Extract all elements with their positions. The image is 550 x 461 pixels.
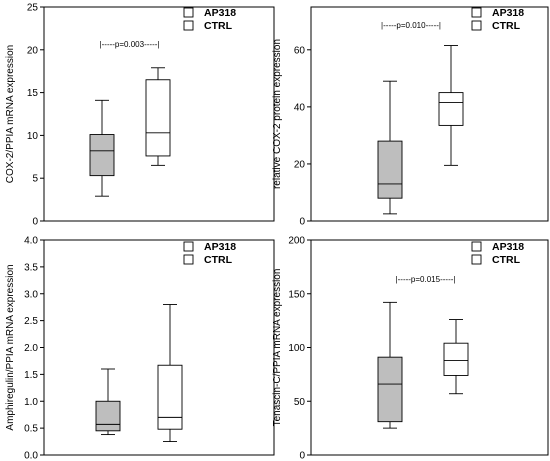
y-axis-label: COX-2/PPIA mRNA expression — [5, 45, 16, 183]
y-tick-label: 5 — [32, 174, 38, 185]
y-tick-label: 4.0 — [24, 236, 38, 247]
legend-swatch-ctrl — [183, 254, 194, 265]
y-tick-label: 1.0 — [24, 397, 38, 408]
y-tick-label: 0.0 — [24, 451, 38, 461]
iqr-box — [377, 140, 403, 199]
y-tick-label: 40 — [294, 102, 306, 113]
box-ctrl — [438, 45, 464, 166]
iqr-box — [377, 356, 403, 423]
y-tick-label: 0 — [299, 217, 305, 228]
chart-4: 0 50 100 150 200 Tenascin-C/PPIA mRNA express… — [272, 236, 549, 461]
legend-swatch-ctrl — [471, 20, 482, 31]
legend-label-ctrl: CTRL — [492, 20, 521, 32]
box-ctrl — [443, 319, 469, 395]
y-tick-label: 25 — [27, 3, 39, 14]
y-tick-label: 10 — [27, 131, 39, 142]
y-tick-label: 2.5 — [24, 316, 38, 327]
p-value-annotation: |-----p=0.015-----| — [396, 275, 456, 284]
chart-2: 0 20 40 60 relative COX-2 protein expression… — [272, 6, 549, 228]
y-tick-label: 0 — [32, 217, 38, 228]
plot-frame — [310, 239, 549, 456]
y-tick-label: 3.5 — [24, 262, 38, 273]
legend-label-ctrl: CTRL — [204, 20, 233, 32]
box-ap318 — [377, 80, 403, 215]
box-ctrl — [145, 67, 171, 166]
box-ap318 — [89, 99, 115, 197]
legend-swatch-ap318 — [183, 7, 194, 18]
y-tick-label: 2.0 — [24, 343, 38, 354]
y-tick-label: 50 — [294, 397, 306, 408]
legend-label-ap318: AP318 — [204, 241, 236, 253]
plot-frame — [43, 6, 275, 222]
y-axis-label: Tenascin-C/PPIA mRNA expression — [272, 269, 283, 427]
legend-swatch-ap318 — [183, 241, 194, 252]
box-ctrl — [157, 304, 183, 443]
iqr-box — [438, 92, 464, 126]
y-tick-label: 60 — [294, 45, 306, 56]
legend-swatch-ap318 — [471, 7, 482, 18]
y-tick-label: 20 — [27, 45, 39, 56]
iqr-box — [157, 364, 183, 430]
iqr-box — [145, 79, 171, 157]
y-tick-label: 0 — [299, 451, 305, 461]
legend-swatch-ctrl — [471, 254, 482, 265]
y-tick-label: 3.0 — [24, 289, 38, 300]
y-tick-label: 150 — [288, 289, 305, 300]
p-value-annotation: |-----p=0.003-----| — [100, 40, 160, 49]
iqr-box — [89, 134, 115, 177]
y-tick-label: 15 — [27, 88, 39, 99]
y-tick-label: 1.5 — [24, 370, 38, 381]
y-axis-label: Amphiregulin/PPIA mRNA expression — [5, 264, 16, 430]
legend-swatch-ap318 — [471, 241, 482, 252]
legend-swatch-ctrl — [183, 20, 194, 31]
iqr-box — [443, 342, 469, 376]
plot-frame — [310, 6, 549, 222]
y-tick-label: 20 — [294, 159, 306, 170]
legend-label-ap318: AP318 — [204, 7, 236, 19]
legend-label-ap318: AP318 — [492, 7, 524, 19]
iqr-box — [95, 400, 121, 432]
legend-label-ctrl: CTRL — [492, 254, 521, 266]
chart-1: 0 5 10 15 20 25 COX-2/PPIA mRNA expression AP31… — [5, 3, 275, 228]
chart-3: 0.0 0.5 1.0 1.5 2.0 2.5 3.0 3.5 4.0 Amphiregulin/… — [5, 236, 275, 461]
y-tick-label: 100 — [288, 343, 305, 354]
box-ap318 — [377, 301, 403, 429]
y-axis-label: relative COX-2 protein expression — [272, 39, 283, 189]
p-value-annotation: |-----p=0.010-----| — [381, 21, 441, 30]
y-tick-label: 0.5 — [24, 424, 38, 435]
y-tick-label: 200 — [288, 236, 305, 247]
legend-label-ap318: AP318 — [492, 241, 524, 253]
box-ap318 — [95, 368, 121, 436]
legend-label-ctrl: CTRL — [204, 254, 233, 266]
